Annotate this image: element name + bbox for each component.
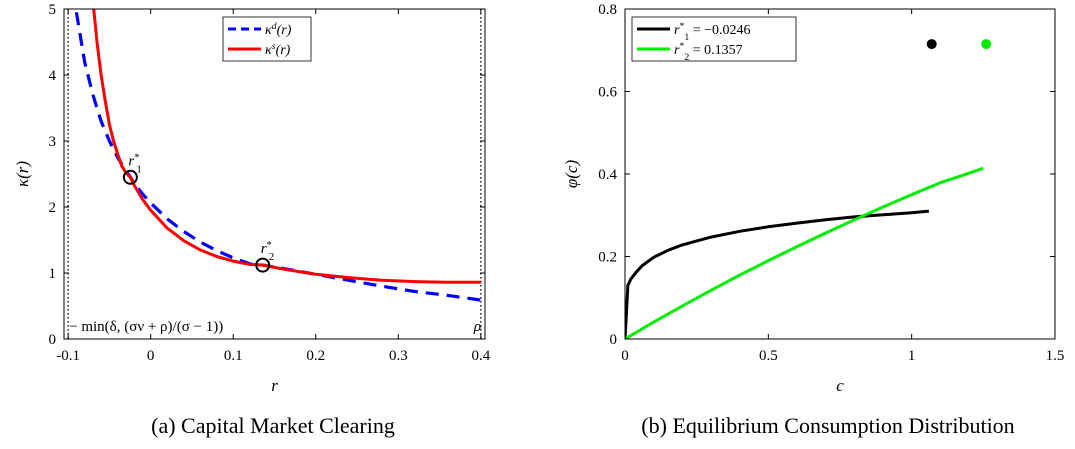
- x-tick-label: 1: [908, 348, 916, 364]
- marker-label-sub: 1: [136, 163, 142, 175]
- series-point-2: [981, 39, 992, 50]
- x-tick-label: 0.3: [389, 348, 408, 364]
- equilibrium-marker: [255, 257, 271, 273]
- vline-label: ρ: [473, 319, 481, 335]
- y-tick-label: 0.4: [598, 167, 617, 183]
- panel-caption: (b) Equilibrium Consumption Distribution: [641, 413, 1014, 438]
- y-tick-label: 0: [49, 332, 57, 348]
- y-tick-label: 3: [49, 134, 57, 150]
- legend-label-2: r*2 = 0.1357: [674, 41, 743, 63]
- y-tick-label: 2: [49, 200, 57, 216]
- legend-label-1: r*1 = −0.0246: [674, 21, 751, 43]
- vline-label: − min(δ, (σν + ρ)/(σ − 1)): [69, 319, 223, 335]
- marker-label: r*1: [128, 152, 142, 176]
- y-tick-label: 4: [49, 68, 57, 84]
- y-tick-label: 5: [49, 2, 57, 18]
- y-axis-label: κ(r): [13, 161, 32, 187]
- x-tick-label: 0.4: [471, 348, 490, 364]
- series-line-1: [74, 12, 482, 302]
- marker-label-sub: 2: [269, 251, 275, 263]
- equilibrium-marker: [122, 169, 138, 185]
- x-tick-label: 0: [621, 348, 629, 364]
- series-line-2: [92, 9, 481, 284]
- legend-box: [222, 16, 312, 62]
- legend-label-2: κs(r): [265, 41, 291, 59]
- marker-label-text: r*: [128, 152, 139, 170]
- panel-caption: (a) Capital Market Clearing: [151, 413, 395, 438]
- marker-label: r*2: [261, 240, 275, 263]
- x-axis-label: r: [271, 376, 278, 395]
- y-tick-label: 0.6: [598, 85, 617, 101]
- x-tick-label: 0.5: [759, 348, 778, 364]
- y-axis-label: φ(c): [562, 160, 581, 189]
- chart-panel-a: r*1r*2− min(δ, (σν + ρ)/(σ − 1)) ρ-0.1 0 0.…: [13, 2, 491, 438]
- x-tick-label: -0.1: [56, 348, 80, 364]
- x-axis-label: c: [836, 376, 844, 395]
- marker-label-text: r*: [261, 240, 272, 258]
- plot-area: [625, 166, 984, 339]
- series-line-1: [625, 209, 930, 339]
- plot-area: [74, 9, 482, 302]
- y-tick-label: 0: [610, 332, 618, 348]
- chart-panel-b: 0 0.5 1 1.5 0 0.2 0.4 0.6 0.8 c φ(c) r*1 = −0.0246r…: [562, 2, 1064, 438]
- axes-box: [63, 8, 486, 340]
- legend-label-1: κd(r): [265, 21, 292, 39]
- legend: κd(r) κs(r): [222, 16, 312, 62]
- x-tick-label: 0.1: [224, 348, 243, 364]
- series-line-2: [625, 166, 984, 339]
- x-tick-label: 1.5: [1046, 348, 1065, 364]
- y-tick-label: 0.2: [598, 250, 617, 266]
- y-tick-label: 1: [49, 266, 57, 282]
- series-point-1: [926, 39, 937, 50]
- legend-box: [631, 16, 797, 62]
- x-tick-label: 0: [147, 348, 155, 364]
- x-tick-label: 0.2: [306, 348, 325, 364]
- y-tick-label: 0.8: [598, 2, 617, 18]
